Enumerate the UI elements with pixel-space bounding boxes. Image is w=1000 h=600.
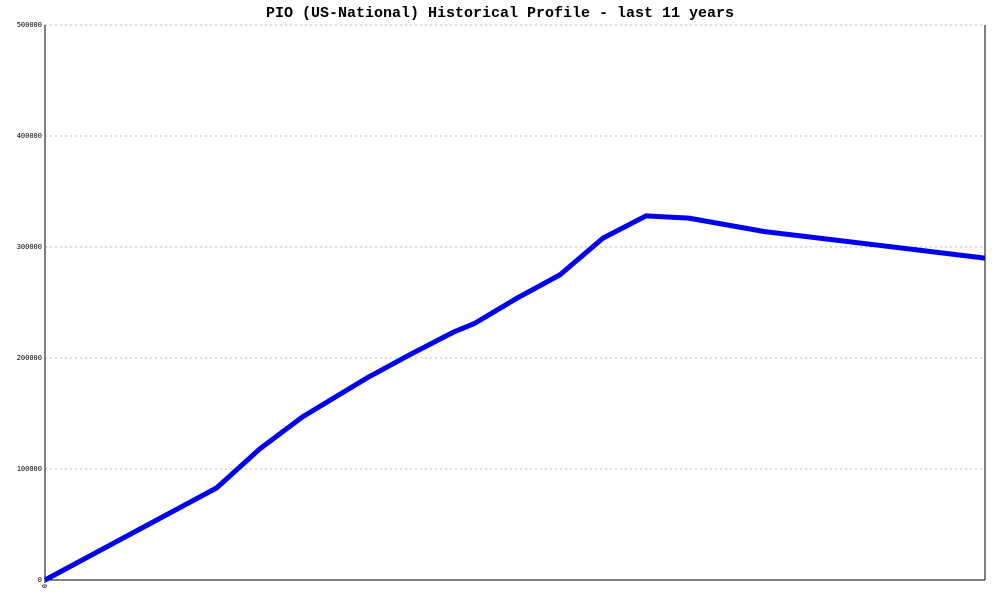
y-tick-label: 200000 [17,354,42,362]
y-tick-label: 100000 [17,465,42,473]
y-tick-label: 0 [38,576,42,584]
y-tick-label: 400000 [17,132,42,140]
y-tick-label: 500000 [17,21,42,29]
x-tick-label: 0 [41,584,49,588]
chart-title: PIO (US-National) Historical Profile - l… [266,5,734,22]
y-tick-label: 300000 [17,243,42,251]
data-line [43,213,986,583]
